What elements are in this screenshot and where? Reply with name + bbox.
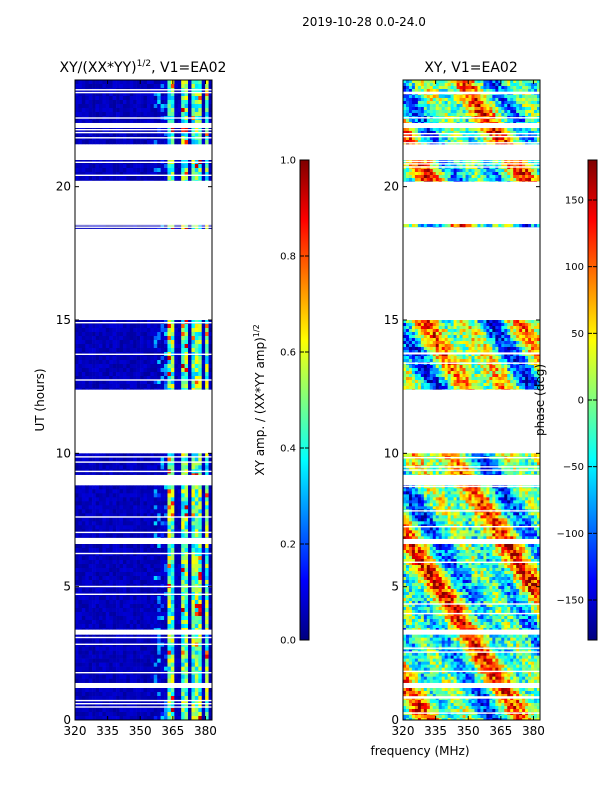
amplitude-colorbar-label: XY amp. / (XX*YY amp)1/2 bbox=[252, 324, 267, 475]
colorbar-tick-label: −150 bbox=[557, 596, 584, 607]
x-tick-label: 320 bbox=[64, 724, 87, 738]
x-tick-label: 365 bbox=[161, 724, 184, 738]
amplitude-colorbar bbox=[299, 159, 310, 641]
x-tick-label: 380 bbox=[194, 724, 217, 738]
colorbar-tick-label: 0.2 bbox=[280, 540, 296, 551]
y-tick-label: 10 bbox=[56, 446, 71, 460]
left-title-main: XY/(XX*YY) bbox=[60, 60, 137, 76]
left-axes: 320 335 350 365 380 0 5 10 15 20 bbox=[56, 80, 217, 738]
x-tick-label: 335 bbox=[424, 724, 447, 738]
x-tick-label: 365 bbox=[489, 724, 512, 738]
y-tick-label: 10 bbox=[384, 446, 399, 460]
x-tick-label: 335 bbox=[96, 724, 119, 738]
y-tick-label: 20 bbox=[56, 180, 71, 194]
amplitude-heatmap bbox=[75, 80, 212, 720]
y-tick-label: 0 bbox=[391, 713, 399, 727]
right-panel-title: XY, V1=EA02 bbox=[424, 60, 518, 76]
y-tick-label: 5 bbox=[63, 580, 71, 594]
y-tick-label: 5 bbox=[391, 580, 399, 594]
colorbar-tick-label: 0.8 bbox=[280, 252, 296, 263]
colorbar-tick-label: 0 bbox=[578, 396, 584, 407]
colorbar-tick-label: 150 bbox=[565, 196, 584, 207]
left-plot-frame bbox=[74, 79, 213, 721]
x-tick-label: 350 bbox=[129, 724, 152, 738]
phase-colorbar-axis: −150 −100 −50 0 50 100 150 bbox=[557, 196, 597, 607]
colorbar-tick-label: −100 bbox=[557, 529, 584, 540]
figure-suptitle: 2019-10-28 0.0-24.0 bbox=[302, 15, 426, 29]
right-plot-frame bbox=[402, 79, 541, 721]
x-tick-label: 320 bbox=[392, 724, 415, 738]
colorbar-tick-label: 0.6 bbox=[280, 348, 296, 359]
x-tick-label: 350 bbox=[457, 724, 480, 738]
x-axis-label: frequency (MHz) bbox=[370, 744, 469, 758]
right-axes: 320 335 350 365 380 0 5 10 15 20 bbox=[384, 80, 545, 738]
amp-cbar-label-main: XY amp. / (XX*YY amp) bbox=[253, 337, 267, 475]
colorbar-tick-label: −50 bbox=[563, 462, 584, 473]
colorbar-tick-label: 50 bbox=[571, 329, 584, 340]
y-tick-label: 20 bbox=[384, 180, 399, 194]
left-title-sup: 1/2 bbox=[137, 59, 151, 69]
left-panel-title: XY/(XX*YY)1/2, V1=EA02 bbox=[60, 59, 227, 76]
colorbar-tick-label: 0.4 bbox=[280, 444, 296, 455]
x-tick-label: 380 bbox=[522, 724, 545, 738]
colorbar-tick-label: 100 bbox=[565, 262, 584, 273]
y-tick-label: 0 bbox=[63, 713, 71, 727]
amplitude-colorbar-axis: 0.0 0.2 0.4 0.6 0.8 1.0 bbox=[280, 156, 309, 647]
y-tick-label: 15 bbox=[384, 313, 399, 327]
phase-heatmap bbox=[403, 80, 540, 720]
y-tick-label: 15 bbox=[56, 313, 71, 327]
amp-cbar-label-sup: 1/2 bbox=[252, 324, 261, 337]
phase-colorbar-label: phase (deg) bbox=[533, 364, 547, 436]
colorbar-tick-label: 1.0 bbox=[280, 156, 296, 167]
colorbar-tick-label: 0.0 bbox=[280, 636, 296, 647]
left-title-suffix: , V1=EA02 bbox=[151, 60, 226, 76]
left-y-axis-label: UT (hours) bbox=[33, 368, 47, 431]
